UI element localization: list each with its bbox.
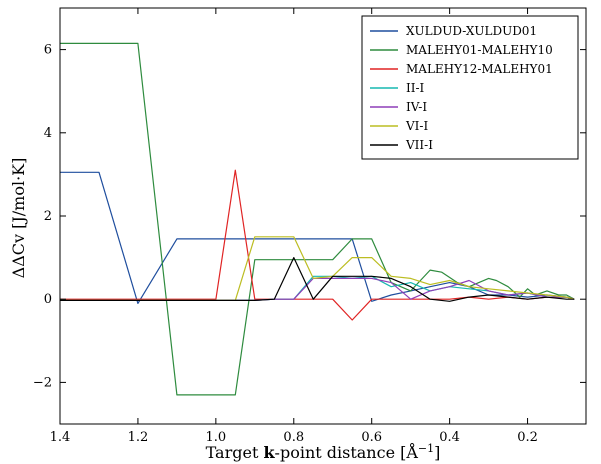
x-tick-label: 0.2 (517, 430, 538, 445)
legend-label: MALEHY01-MALEHY10 (406, 43, 553, 57)
legend-label: VI-I (405, 119, 428, 133)
x-axis-label: Target k-point distance [Å−1] (206, 442, 441, 462)
x-tick-label: 0.4 (439, 430, 460, 445)
legend-label: XULDUD-XULDUD01 (406, 24, 537, 38)
series-line-0 (60, 171, 575, 304)
plot-area (60, 42, 575, 396)
series-line-2 (60, 169, 575, 321)
legend-label: II-I (406, 81, 425, 95)
x-axis-label-suffix: ] (434, 443, 440, 462)
y-tick-label: −2 (33, 375, 52, 390)
y-tick-label: 6 (44, 43, 52, 58)
x-axis-label-sup: −1 (418, 442, 434, 455)
y-tick-label: 4 (44, 126, 52, 141)
series-line-5 (60, 236, 575, 301)
series-line-3 (60, 275, 575, 301)
x-tick-label: 1.4 (50, 430, 71, 445)
x-axis: 1.4 1.2 1.0 0.8 0.6 0.4 0.2 (50, 8, 538, 445)
y-axis-label: ΔΔCv [J/mol·K] (9, 158, 28, 279)
plot-frame (59, 7, 587, 425)
legend-label: VII-I (405, 138, 433, 152)
legend: XULDUD-XULDUD01 MALEHY01-MALEHY10 MALEHY12… (361, 15, 579, 160)
legend-label: IV-I (406, 100, 427, 114)
x-tick-label: 1.2 (128, 430, 149, 445)
x-tick-label: 1.0 (206, 430, 227, 445)
x-tick-label: 0.8 (283, 430, 304, 445)
y-tick-label: 2 (44, 209, 52, 224)
y-axis: −2 0 2 4 6 (33, 43, 586, 390)
legend-label: MALEHY12-MALEHY01 (406, 62, 553, 76)
series-line-6 (60, 257, 575, 302)
x-tick-label: 0.6 (361, 430, 382, 445)
x-axis-label-prefix: Target (206, 443, 264, 462)
x-axis-label-middle: -point distance [Å (275, 442, 419, 462)
y-tick-label: 0 (44, 292, 52, 307)
x-axis-label-bold: k (263, 443, 275, 462)
